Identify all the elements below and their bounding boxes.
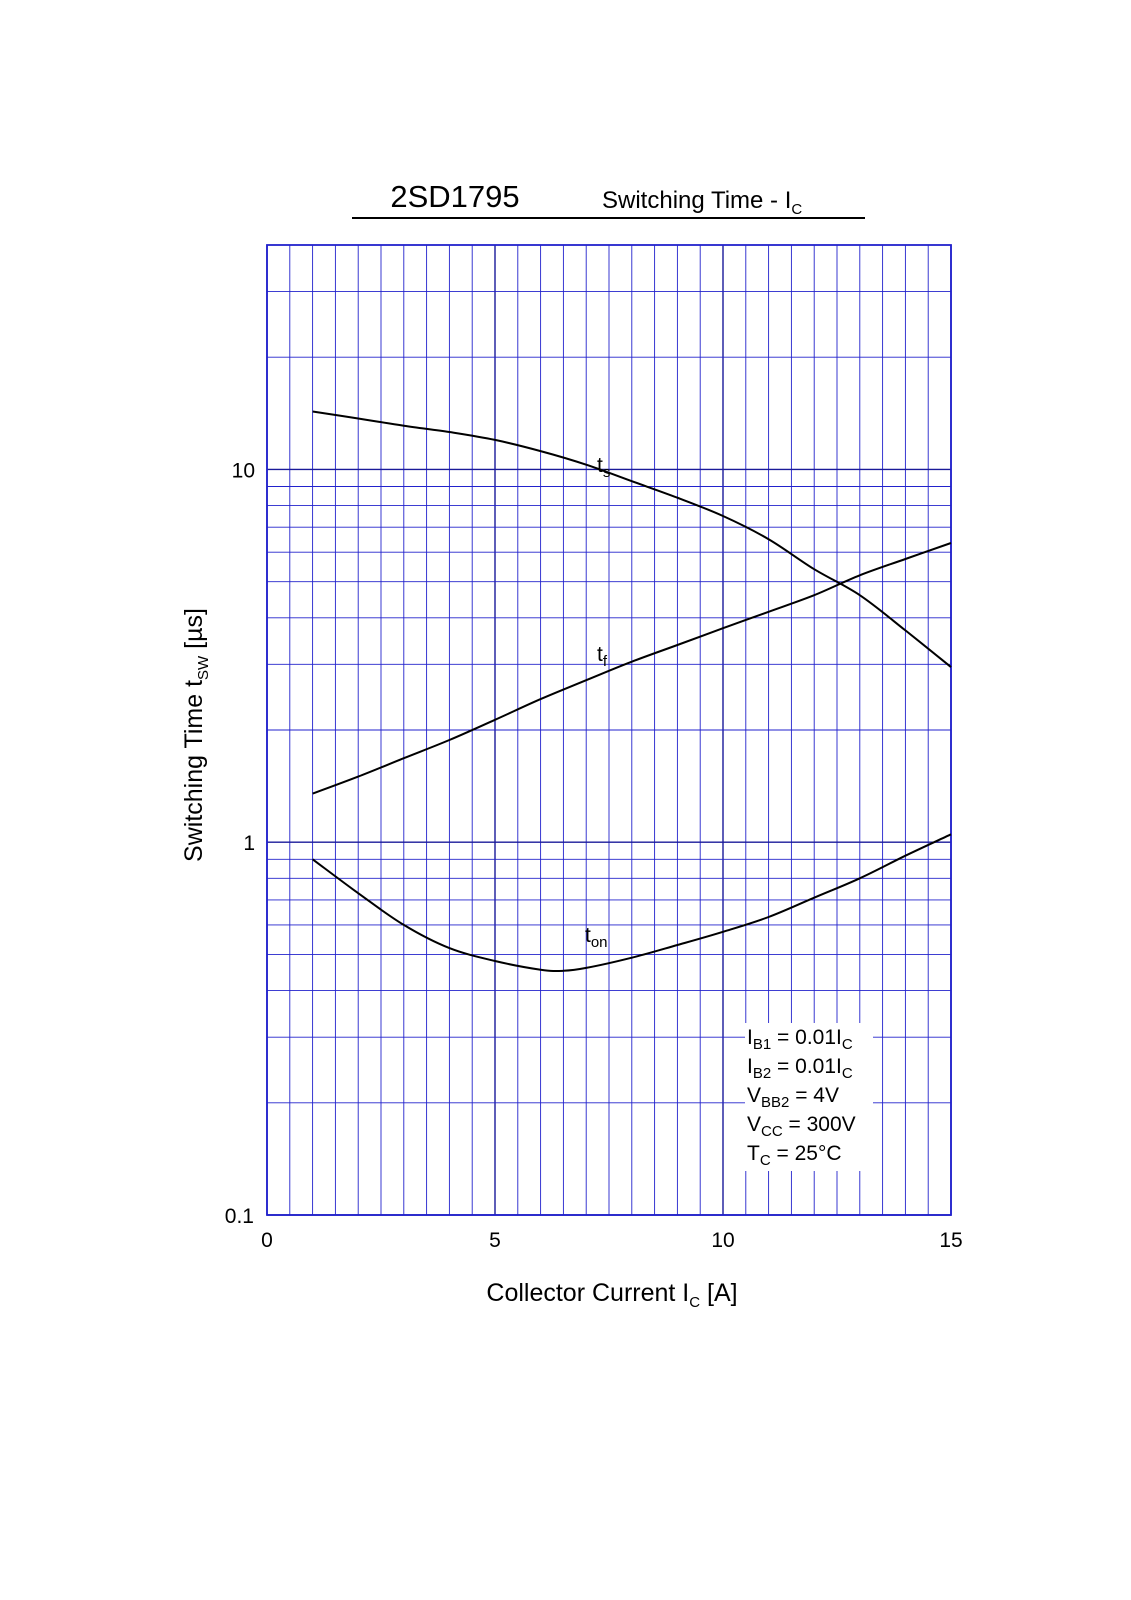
series-line-ts <box>312 410 952 668</box>
y-axis-title-sub: SW <box>195 655 212 680</box>
x-axis-title-suffix: [A] <box>700 1279 738 1307</box>
y-axis-title-suffix: [µs] <box>180 608 208 656</box>
condition-line: IB2 = 0.01IC <box>747 1055 853 1082</box>
y-tick-label: 0.1 <box>225 1205 254 1228</box>
x-axis-title-sub: C <box>689 1294 700 1311</box>
y-tick-label: 1 <box>243 832 255 855</box>
condition-line: VBB2 = 4V <box>747 1084 839 1111</box>
series-line-tf <box>312 542 952 795</box>
series-label-ton: ton <box>585 924 608 951</box>
condition-line: IB1 = 0.01IC <box>747 1026 853 1053</box>
condition-line: TC = 25°C <box>747 1142 842 1169</box>
x-axis-title-text: Collector Current I <box>486 1279 689 1307</box>
y-axis-title-text: Switching Time t <box>180 680 208 862</box>
chart-subtitle-text: Switching Time - I <box>602 187 791 214</box>
x-axis-title: Collector Current IC [A] <box>486 1279 737 1311</box>
x-tick-label: 15 <box>939 1229 962 1252</box>
chart-subtitle-sub: C <box>791 201 802 218</box>
plot-frame <box>266 244 952 1216</box>
chart-subtitle: Switching Time - IC <box>602 187 802 218</box>
y-axis-title: Switching Time tSW [µs] <box>180 608 212 862</box>
series-line-ton <box>312 833 952 973</box>
x-tick-label: 0 <box>261 1229 273 1252</box>
series-label-tf: tf <box>597 643 608 670</box>
curve-labels: ts tf ton <box>585 454 610 951</box>
y-tick-label: 10 <box>232 459 255 482</box>
tick-labels: 0 5 10 15 0.1 1 10 <box>225 459 963 1252</box>
series-label-ts: ts <box>597 454 610 481</box>
curves <box>312 410 952 973</box>
x-tick-label: 5 <box>489 1229 501 1252</box>
chart-title: 2SD1795 <box>390 179 519 214</box>
conditions-background <box>745 1023 873 1171</box>
condition-line: VCC = 300V <box>747 1113 856 1140</box>
x-tick-label: 10 <box>711 1229 734 1252</box>
